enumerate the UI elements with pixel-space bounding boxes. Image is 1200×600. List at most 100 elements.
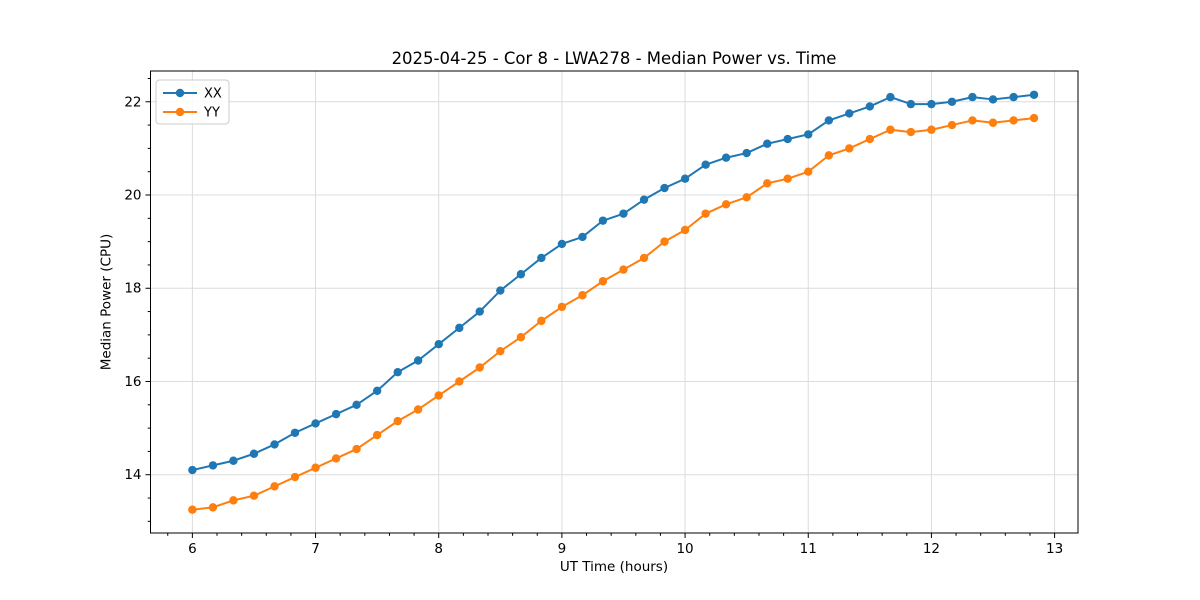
- series-YY-marker: [660, 237, 669, 246]
- series-XX-marker: [516, 270, 526, 279]
- series-YY-marker: [516, 332, 526, 342]
- series-YY-marker: [742, 193, 751, 202]
- series-YY-marker: [619, 265, 628, 274]
- series-YY-marker: [1009, 116, 1018, 125]
- y-tick-label: 20: [124, 188, 141, 204]
- series-XX-marker: [865, 102, 875, 111]
- series-YY-marker: [763, 179, 772, 188]
- series-XX-marker: [208, 461, 218, 470]
- series-YY-marker: [721, 200, 731, 209]
- series-YY-marker: [557, 302, 567, 312]
- series-XX-marker: [742, 148, 751, 158]
- series-YY-marker: [229, 496, 238, 505]
- series-XX-marker: [496, 286, 505, 295]
- series-XX-marker: [927, 99, 936, 109]
- series-YY-line: [191, 117, 1036, 511]
- series-XX-marker: [721, 153, 731, 162]
- legend-XX-marker-sample: [175, 88, 185, 98]
- series-YY-marker: [496, 346, 505, 356]
- series-YY-marker: [598, 277, 608, 286]
- y-tick-label: 18: [124, 281, 141, 297]
- series-YY-marker: [680, 225, 690, 235]
- series-XX-marker: [229, 456, 238, 465]
- series-YY-marker: [413, 405, 423, 414]
- series-XX-marker: [701, 160, 710, 169]
- series-XX-marker: [249, 449, 259, 458]
- series-XX-marker: [372, 386, 382, 396]
- series-XX-marker: [804, 130, 813, 139]
- series-YY-marker: [455, 377, 464, 386]
- series-XX-marker: [331, 409, 341, 419]
- series-XX-marker: [434, 339, 443, 349]
- y-axis-label: Median Power (CPU): [98, 233, 115, 371]
- series-XX-marker: [1009, 92, 1018, 102]
- series-YY-marker: [927, 125, 936, 134]
- plot-border: [150, 70, 1079, 534]
- series-YY-marker: [968, 116, 977, 125]
- series-YY-marker: [783, 174, 792, 183]
- series-XX-line: [191, 93, 1036, 472]
- series-XX-marker: [188, 465, 197, 475]
- series-YY-marker: [865, 134, 875, 144]
- series-YY-marker: [906, 127, 916, 137]
- x-tick-label: 11: [800, 541, 817, 557]
- x-tick-label: 8: [434, 541, 443, 557]
- series-XX-marker: [824, 116, 834, 125]
- x-tick-label: 13: [1046, 541, 1063, 557]
- series-XX-marker: [270, 440, 279, 449]
- series-YY-marker: [804, 167, 813, 176]
- series-XX-marker: [968, 92, 977, 102]
- series-XX-marker: [845, 109, 854, 118]
- y-tick-label: 22: [124, 94, 141, 110]
- legend-YY-label: YY: [203, 106, 220, 121]
- series-XX-marker: [947, 97, 957, 106]
- series-YY-marker: [886, 125, 895, 134]
- x-tick-label: 10: [676, 541, 693, 557]
- series-YY-marker: [249, 491, 259, 500]
- y-tick-label: 16: [124, 374, 141, 390]
- series-XX-marker: [455, 323, 464, 333]
- series-XX-marker: [578, 232, 587, 242]
- series-YY-marker: [331, 454, 341, 463]
- series-XX-marker: [988, 95, 998, 104]
- series-XX-marker: [311, 419, 320, 428]
- series-YY-marker: [393, 416, 402, 426]
- x-tick-label: 7: [311, 541, 320, 557]
- series-YY-marker: [947, 120, 957, 130]
- series-XX-marker: [413, 356, 423, 365]
- series-YY-marker: [824, 151, 834, 160]
- series-YY-marker: [701, 209, 710, 218]
- series-XX-marker: [352, 400, 361, 409]
- series-XX-marker: [660, 183, 669, 193]
- series-XX-marker: [763, 139, 772, 148]
- series-YY-marker: [537, 316, 546, 326]
- series-YY-marker: [372, 430, 382, 440]
- series-YY-marker: [290, 472, 300, 482]
- series-XX-marker: [639, 195, 649, 204]
- series-XX-marker: [680, 174, 690, 183]
- legend-XX-label: XX: [204, 87, 222, 102]
- series-YY-marker: [988, 118, 998, 127]
- series-XX-marker: [619, 209, 628, 218]
- series-XX-marker: [557, 239, 567, 249]
- series-YY-marker: [188, 505, 197, 514]
- series-YY-marker: [578, 291, 587, 300]
- series-XX-marker: [906, 99, 916, 109]
- series-YY-marker: [1029, 113, 1039, 123]
- series-XX-marker: [1029, 90, 1039, 99]
- series-XX-marker: [886, 92, 895, 102]
- series-XX-marker: [783, 134, 792, 144]
- series-YY-marker: [208, 503, 218, 512]
- series-XX-marker: [598, 216, 608, 225]
- series-YY-marker: [475, 363, 484, 372]
- y-tick-label: 14: [124, 467, 141, 483]
- x-tick-label: 12: [923, 541, 940, 557]
- series-XX-marker: [475, 307, 484, 316]
- series-YY-marker: [311, 463, 320, 472]
- series-YY-marker: [845, 144, 854, 153]
- x-tick-label: 6: [188, 541, 197, 557]
- x-axis-label: UT Time (hours): [559, 559, 669, 575]
- series-YY-marker: [434, 391, 443, 400]
